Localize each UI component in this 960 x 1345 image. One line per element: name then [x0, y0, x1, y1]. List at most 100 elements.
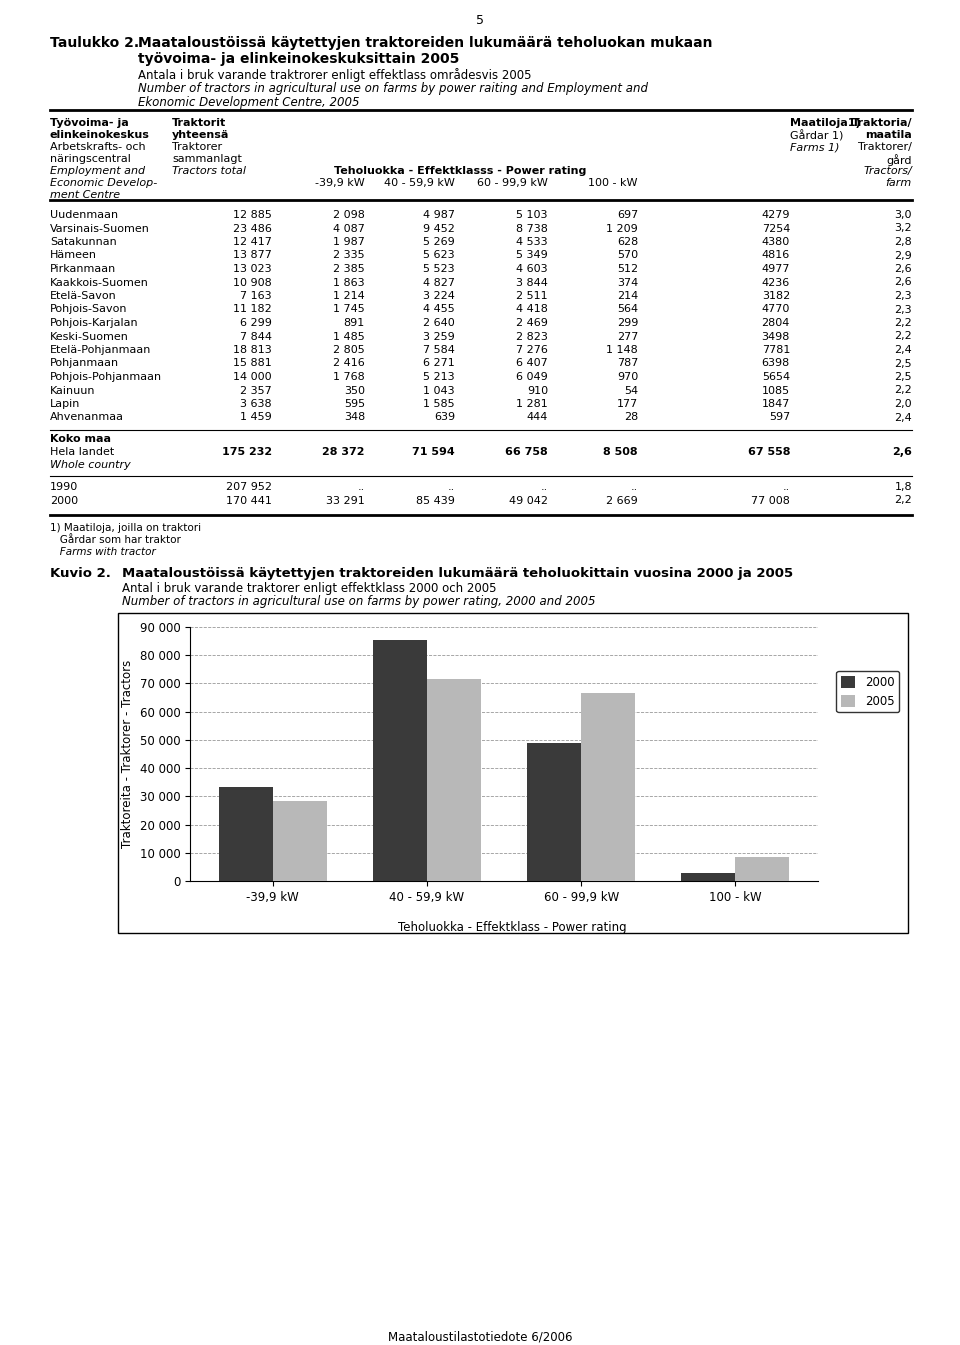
- Text: 2,2: 2,2: [895, 386, 912, 395]
- Text: 2,4: 2,4: [895, 346, 912, 355]
- Text: 6398: 6398: [761, 359, 790, 369]
- Text: Traktoria/: Traktoria/: [852, 118, 912, 128]
- Text: 2,2: 2,2: [895, 317, 912, 328]
- Text: -39,9 kW: -39,9 kW: [315, 178, 365, 188]
- Text: Pohjois-Savon: Pohjois-Savon: [50, 304, 128, 315]
- Text: 1 281: 1 281: [516, 399, 548, 409]
- Text: 3498: 3498: [761, 331, 790, 342]
- Text: 14 000: 14 000: [233, 373, 272, 382]
- Text: 175 232: 175 232: [222, 447, 272, 457]
- Text: työvoima- ja elinkeinokeskuksittain 2005: työvoima- ja elinkeinokeskuksittain 2005: [138, 52, 460, 66]
- Text: 2,0: 2,0: [895, 399, 912, 409]
- Text: 5 349: 5 349: [516, 250, 548, 261]
- Text: 628: 628: [616, 237, 638, 247]
- Text: Ekonomic Development Centre, 2005: Ekonomic Development Centre, 2005: [138, 95, 359, 109]
- Text: Ahvenanmaa: Ahvenanmaa: [50, 413, 124, 422]
- Text: Number of tractors in agricultural use on farms by power raiting and Employment : Number of tractors in agricultural use o…: [138, 82, 648, 95]
- Text: 23 486: 23 486: [233, 223, 272, 234]
- Text: 910: 910: [527, 386, 548, 395]
- Text: 2 805: 2 805: [333, 346, 365, 355]
- Text: ..: ..: [540, 482, 548, 492]
- Text: Maataloustöissä käytettyjen traktoreiden lukumäärä teholuokan mukaan: Maataloustöissä käytettyjen traktoreiden…: [138, 36, 712, 50]
- Text: 100 - kW: 100 - kW: [588, 178, 638, 188]
- Text: 697: 697: [616, 210, 638, 221]
- Text: 214: 214: [616, 291, 638, 301]
- Text: 3,0: 3,0: [895, 210, 912, 221]
- Text: Pohjois-Karjalan: Pohjois-Karjalan: [50, 317, 138, 328]
- Text: 2 098: 2 098: [333, 210, 365, 221]
- Text: 2,9: 2,9: [895, 250, 912, 261]
- Text: 49 042: 49 042: [509, 495, 548, 506]
- Text: 3 638: 3 638: [240, 399, 272, 409]
- Text: Maatiloja1): Maatiloja1): [790, 118, 860, 128]
- Text: Antal i bruk varande traktorer enligt effektklass 2000 och 2005: Antal i bruk varande traktorer enligt ef…: [122, 582, 496, 594]
- Text: 1847: 1847: [761, 399, 790, 409]
- Text: 5 213: 5 213: [423, 373, 455, 382]
- Text: 1 459: 1 459: [240, 413, 272, 422]
- Text: Maataloustöissä käytettyjen traktoreiden lukumäärä teholuokittain vuosina 2000 j: Maataloustöissä käytettyjen traktoreiden…: [122, 568, 793, 580]
- Text: 6 407: 6 407: [516, 359, 548, 369]
- Text: 28 372: 28 372: [323, 447, 365, 457]
- Text: 4816: 4816: [761, 250, 790, 261]
- Text: 1085: 1085: [762, 386, 790, 395]
- Text: 85 439: 85 439: [416, 495, 455, 506]
- Text: Hämeen: Hämeen: [50, 250, 97, 261]
- Text: 6 271: 6 271: [423, 359, 455, 369]
- Text: Arbetskrafts- och: Arbetskrafts- och: [50, 143, 146, 152]
- Text: 15 881: 15 881: [233, 359, 272, 369]
- Text: Pirkanmaan: Pirkanmaan: [50, 264, 116, 274]
- Text: ..: ..: [631, 482, 638, 492]
- Text: Keski-Suomen: Keski-Suomen: [50, 331, 129, 342]
- Text: 3 224: 3 224: [423, 291, 455, 301]
- Text: Teholuokka - Effektklasss - Power rating: Teholuokka - Effektklasss - Power rating: [334, 165, 587, 176]
- Text: 4236: 4236: [761, 277, 790, 288]
- Text: 2 385: 2 385: [333, 264, 365, 274]
- Text: 4977: 4977: [761, 264, 790, 274]
- Text: maatila: maatila: [865, 130, 912, 140]
- Text: 7781: 7781: [761, 346, 790, 355]
- Text: Etelä-Savon: Etelä-Savon: [50, 291, 117, 301]
- Text: 67 558: 67 558: [748, 447, 790, 457]
- Text: 2,6: 2,6: [892, 447, 912, 457]
- Text: Työvoima- ja: Työvoima- ja: [50, 118, 129, 128]
- Text: 71 594: 71 594: [412, 447, 455, 457]
- Text: Etelä-Pohjanmaan: Etelä-Pohjanmaan: [50, 346, 152, 355]
- Text: 5654: 5654: [762, 373, 790, 382]
- Text: 2 335: 2 335: [333, 250, 365, 261]
- Text: 570: 570: [617, 250, 638, 261]
- Text: Lapin: Lapin: [50, 399, 81, 409]
- Text: Kuvio 2.: Kuvio 2.: [50, 568, 110, 580]
- Text: 374: 374: [616, 277, 638, 288]
- Text: 5 523: 5 523: [423, 264, 455, 274]
- Text: 60 - 99,9 kW: 60 - 99,9 kW: [477, 178, 548, 188]
- Text: 4 533: 4 533: [516, 237, 548, 247]
- Text: Tractors/: Tractors/: [863, 165, 912, 176]
- Text: 595: 595: [344, 399, 365, 409]
- Text: Teholuokka - Effektklass - Power rating: Teholuokka - Effektklass - Power rating: [397, 921, 626, 933]
- Bar: [581, 693, 636, 881]
- Text: 7 276: 7 276: [516, 346, 548, 355]
- Text: 2 640: 2 640: [423, 317, 455, 328]
- Text: 1 485: 1 485: [333, 331, 365, 342]
- Legend: 2000, 2005: 2000, 2005: [836, 671, 900, 713]
- Text: 639: 639: [434, 413, 455, 422]
- Text: 2,5: 2,5: [895, 359, 912, 369]
- Text: 2,8: 2,8: [895, 237, 912, 247]
- Text: 891: 891: [344, 317, 365, 328]
- Text: 1 148: 1 148: [607, 346, 638, 355]
- Text: Kainuun: Kainuun: [50, 386, 95, 395]
- Bar: [682, 873, 735, 881]
- Text: 3,2: 3,2: [895, 223, 912, 234]
- Text: 1990: 1990: [50, 482, 79, 492]
- Text: 11 182: 11 182: [233, 304, 272, 315]
- Text: 4 455: 4 455: [423, 304, 455, 315]
- Text: 4380: 4380: [761, 237, 790, 247]
- Text: 8 738: 8 738: [516, 223, 548, 234]
- Text: 2804: 2804: [761, 317, 790, 328]
- Text: 54: 54: [624, 386, 638, 395]
- Text: näringscentral: näringscentral: [50, 153, 131, 164]
- Text: 597: 597: [769, 413, 790, 422]
- Bar: [273, 800, 326, 881]
- Bar: [118, 613, 908, 933]
- Text: Taulukko 2.: Taulukko 2.: [50, 36, 139, 50]
